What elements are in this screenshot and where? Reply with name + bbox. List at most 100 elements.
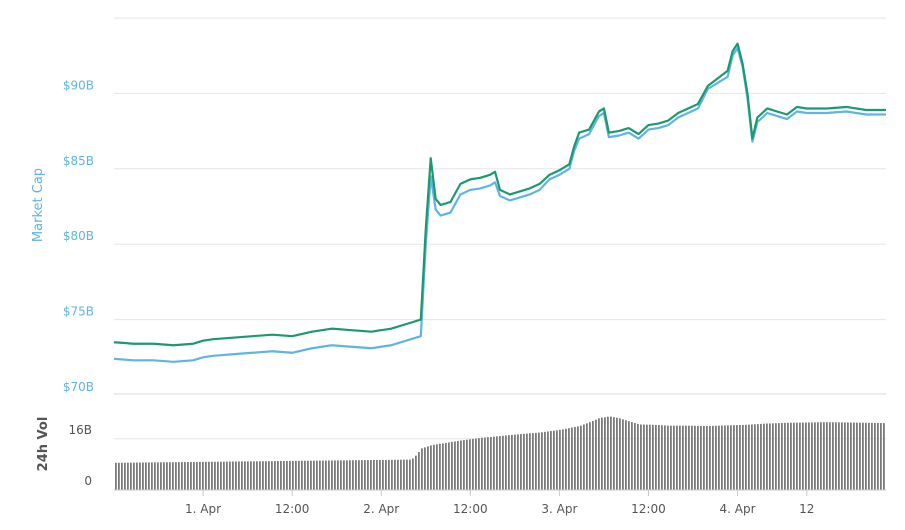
x-tick-label: 4. Apr — [720, 502, 756, 516]
volume-bar — [628, 421, 630, 490]
volume-bar — [700, 425, 702, 490]
volume-bar — [619, 418, 621, 490]
market-cap-y-ticks: $70B $75B $80B $85B $90B — [63, 78, 94, 394]
volume-bar — [502, 435, 504, 490]
volume-bar — [829, 422, 831, 490]
volume-bar — [133, 462, 135, 490]
volume-bar — [496, 436, 498, 490]
volume-bar — [214, 461, 216, 490]
volume-bar — [847, 422, 849, 490]
volume-bar — [439, 443, 441, 490]
volume-bar — [589, 422, 591, 490]
volume-bar — [544, 431, 546, 490]
volume-bar — [370, 460, 372, 490]
x-tick-label: 2. Apr — [363, 502, 399, 516]
volume-bar — [604, 417, 606, 490]
volume-bar — [235, 461, 237, 490]
volume-bar — [451, 441, 453, 490]
volume-bar — [424, 447, 426, 490]
volume-bar — [184, 462, 186, 490]
volume-bar — [574, 427, 576, 490]
volume-bar — [787, 422, 789, 490]
volume-bar — [721, 425, 723, 490]
volume-bar — [418, 452, 420, 490]
volume-bar — [331, 460, 333, 490]
volume-bar — [400, 459, 402, 490]
volume-bar — [631, 422, 633, 490]
volume-bar — [646, 424, 648, 490]
volume-bar — [160, 462, 162, 490]
volume-bar — [562, 429, 564, 490]
volume-bar — [481, 437, 483, 490]
volume-bar — [358, 460, 360, 490]
volume-bar — [154, 462, 156, 490]
volume-bar — [376, 459, 378, 490]
volume-bar — [676, 425, 678, 490]
volume-bar — [385, 459, 387, 490]
volume-bar — [166, 462, 168, 490]
volume-bar — [559, 429, 561, 490]
volume-bar — [220, 461, 222, 490]
volume-bar — [790, 422, 792, 490]
volume-bar — [610, 416, 612, 490]
volume-bar — [730, 425, 732, 490]
volume-bar — [841, 422, 843, 490]
volume-bar — [745, 424, 747, 490]
volume-bar — [547, 431, 549, 490]
volume-axis-label: 24h Vol — [36, 417, 51, 472]
volume-bar — [784, 422, 786, 490]
market-cap-y-tick-label: $90B — [63, 78, 94, 92]
volume-bar — [643, 424, 645, 490]
market-cap-series-line — [113, 47, 886, 363]
volume-bar — [238, 461, 240, 490]
volume-bar — [529, 433, 531, 490]
volume-bar — [148, 462, 150, 490]
volume-bar — [310, 460, 312, 490]
market-cap-axis-label: Market Cap — [31, 168, 46, 242]
volume-bar — [265, 461, 267, 490]
volume-bar — [592, 420, 594, 490]
volume-bar — [844, 422, 846, 490]
market-cap-y-tick-label: $85B — [63, 154, 94, 168]
volume-bar — [775, 423, 777, 490]
volume-bar — [352, 460, 354, 490]
volume-bar — [823, 422, 825, 490]
x-tick-label: 1. Apr — [185, 502, 221, 516]
volume-bar — [820, 422, 822, 490]
volume-bar — [655, 424, 657, 490]
volume-bar — [115, 462, 117, 490]
volume-bar — [511, 434, 513, 490]
market-cap-series-line — [113, 42, 886, 347]
volume-bar — [535, 432, 537, 490]
volume-bar — [298, 460, 300, 490]
volume-bar — [373, 460, 375, 490]
x-tick-label: 3. Apr — [541, 502, 577, 516]
volume-bar — [625, 420, 627, 490]
volume-bar — [253, 461, 255, 490]
volume-bar — [217, 461, 219, 490]
volume-bar — [286, 460, 288, 490]
volume-bar — [853, 422, 855, 490]
volume-bar — [280, 461, 282, 490]
x-tick-label: 12:00 — [275, 502, 310, 516]
volume-bar — [763, 423, 765, 490]
volume-bar — [556, 430, 558, 490]
volume-bar — [499, 436, 501, 490]
volume-bar — [361, 460, 363, 490]
volume-bar — [388, 459, 390, 490]
market-cap-series — [113, 42, 886, 363]
volume-bar — [526, 433, 528, 490]
x-tick-label: 12:00 — [631, 502, 666, 516]
volume-bar — [478, 438, 480, 490]
volume-bar — [259, 461, 261, 490]
volume-bar — [349, 460, 351, 490]
volume-bar — [811, 422, 813, 490]
volume-bar — [130, 462, 132, 490]
volume-bar — [469, 439, 471, 490]
volume-bar — [817, 422, 819, 490]
volume-bar — [163, 462, 165, 490]
volume-bar — [355, 460, 357, 490]
volume-bar — [748, 424, 750, 490]
volume-bar — [466, 439, 468, 490]
volume-bar — [382, 459, 384, 490]
